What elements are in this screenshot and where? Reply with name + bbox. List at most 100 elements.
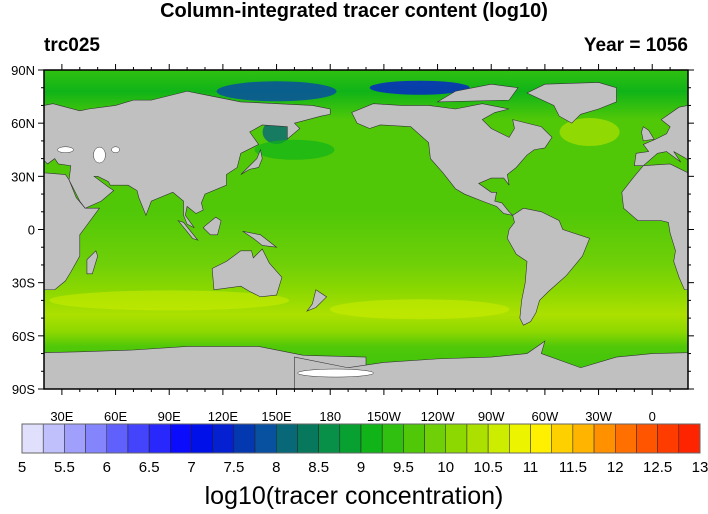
colorbar-tick-label: 12 (607, 459, 624, 476)
land-antarctica (294, 340, 688, 389)
land-australia (211, 248, 283, 298)
colorbar-box (170, 423, 192, 454)
aral-sea (111, 146, 120, 153)
colorbar-tick-label: 9.5 (393, 459, 414, 476)
land-greenland (526, 82, 617, 124)
colorbar-box (487, 423, 510, 454)
colorbar-tick-label: 6 (103, 459, 111, 476)
land-sumatra (177, 220, 199, 241)
colorbar-tick-label: 13 (692, 459, 708, 476)
colorbar-frame (21, 423, 701, 454)
land-newzealand (306, 289, 328, 312)
arctic-low-tracer (369, 80, 470, 95)
colorbar-box (191, 423, 213, 454)
lon-label: 60E (104, 409, 127, 424)
colorbar-box (106, 423, 129, 454)
land-samerica (507, 207, 591, 326)
map-area (0, 70, 688, 389)
colorbar-box (85, 423, 107, 454)
land-africa (44, 172, 101, 291)
ross-ice-shelf (297, 368, 374, 378)
lat-label: 90S (12, 382, 35, 397)
colorbar-box (593, 423, 616, 454)
colorbar-box (339, 423, 362, 454)
colorbar-box (551, 423, 574, 454)
land-eurasia (633, 105, 688, 166)
colorbar-tick-label: 8 (272, 459, 280, 476)
colorbar-box (615, 423, 637, 454)
land-uk (641, 126, 655, 142)
lon-label: 90E (158, 409, 181, 424)
colorbar-tick-label: 11 (523, 459, 539, 476)
variable-name: trc025 (44, 35, 100, 56)
colorbar-label: log10(tracer concentration) (204, 482, 504, 510)
caspian-sea (93, 146, 106, 164)
colorbar-tick-label: 10.5 (474, 459, 503, 476)
lon-label: 150E (261, 409, 292, 424)
colorbar-box (509, 423, 531, 454)
southern-high (329, 299, 510, 320)
colorbar-box (678, 423, 701, 454)
lon-label: 30E (50, 409, 73, 424)
colorbar-box (127, 423, 150, 454)
lat-label: 90N (11, 63, 35, 78)
lon-label: 60W (532, 409, 559, 424)
lon-label: 30W (585, 409, 612, 424)
colorbar-tick-label: 6.5 (139, 459, 160, 476)
land-eurasia (44, 90, 331, 228)
colorbar-tick-label: 7.5 (223, 459, 244, 476)
land-antarctica (44, 346, 367, 389)
lat-label: 30N (11, 169, 35, 184)
land-namerica (351, 103, 553, 216)
colorbar-box (424, 423, 446, 454)
land-borneo (202, 216, 222, 236)
colorbar-box (297, 423, 319, 454)
colorbar-box (42, 423, 65, 454)
land-madagascar (86, 250, 98, 275)
colorbar-box (233, 423, 256, 454)
lat-label: 30S (12, 276, 35, 291)
colorbar-box (445, 423, 468, 454)
colorbar-box (572, 423, 595, 454)
colorbar-tick-label: 8.5 (308, 459, 329, 476)
arctic-low-tracer (216, 81, 337, 102)
land-newguinea (242, 230, 278, 248)
colorbar-box (212, 423, 235, 454)
colorbar-box (466, 423, 489, 454)
colorbar-tick-label: 5.5 (54, 459, 75, 476)
colorbar-box (360, 423, 383, 454)
colorbar-box (64, 423, 86, 454)
lon-label: 0 (649, 409, 656, 424)
colorbar-box (318, 423, 341, 454)
colorbar-box (276, 423, 298, 454)
land-africa (621, 163, 688, 291)
colorbar-box (21, 423, 44, 454)
southern-high (49, 290, 290, 311)
colorbar-box (636, 423, 658, 454)
land-uk (0, 127, 10, 141)
lon-label: 90W (478, 409, 505, 424)
lon-label: 120W (421, 409, 456, 424)
colorbar-tick-label: 9 (357, 459, 365, 476)
lat-label: 60N (11, 116, 35, 131)
colorbar-box (530, 423, 552, 454)
colorbar-box (381, 423, 404, 454)
land-japan (240, 148, 263, 175)
lon-label: 120E (208, 409, 239, 424)
north-atlantic-high (559, 118, 620, 147)
black-sea (57, 146, 74, 153)
colorbar-tick-label: 11.5 (559, 459, 587, 476)
colorbar-box (148, 423, 171, 454)
year-label: Year = 1056 (583, 35, 688, 56)
lon-label: 150W (367, 409, 402, 424)
figure-title: Column-integrated tracer content (log10) (160, 0, 548, 22)
colorbar-tick-label: 12.5 (643, 459, 672, 476)
lat-label: 0 (28, 223, 35, 238)
lat-label: 60S (12, 329, 35, 344)
colorbar-tick-label: 10 (437, 459, 454, 476)
kuroshio-region (254, 139, 335, 160)
colorbar-tick-label: 5 (18, 459, 26, 476)
colorbar-box (657, 423, 680, 454)
